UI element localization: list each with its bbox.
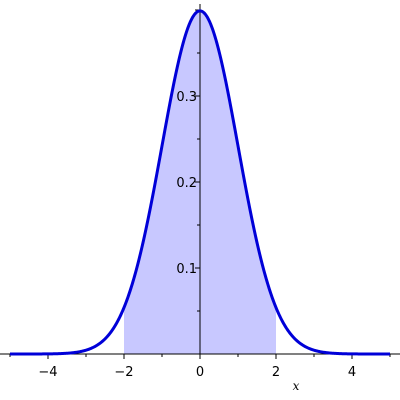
density-curve [9, 9, 391, 356]
x-tick-label: 4 [348, 365, 356, 380]
curve-layer [9, 9, 391, 356]
x-axis-label: x [293, 379, 300, 393]
x-tick-label: 0 [196, 365, 204, 380]
axes-layer [0, 4, 400, 359]
x-tick-label: −4 [38, 365, 57, 380]
labels-layer: −4 −2 0 2 4 0.1 0.2 0.3 [38, 90, 356, 380]
y-tick-label: 0.1 [176, 262, 197, 277]
y-tick-label: 0.3 [176, 90, 197, 105]
x-tick-label: −2 [114, 365, 133, 380]
x-tick-label: 2 [272, 365, 280, 380]
y-tick-label: 0.2 [176, 176, 197, 191]
